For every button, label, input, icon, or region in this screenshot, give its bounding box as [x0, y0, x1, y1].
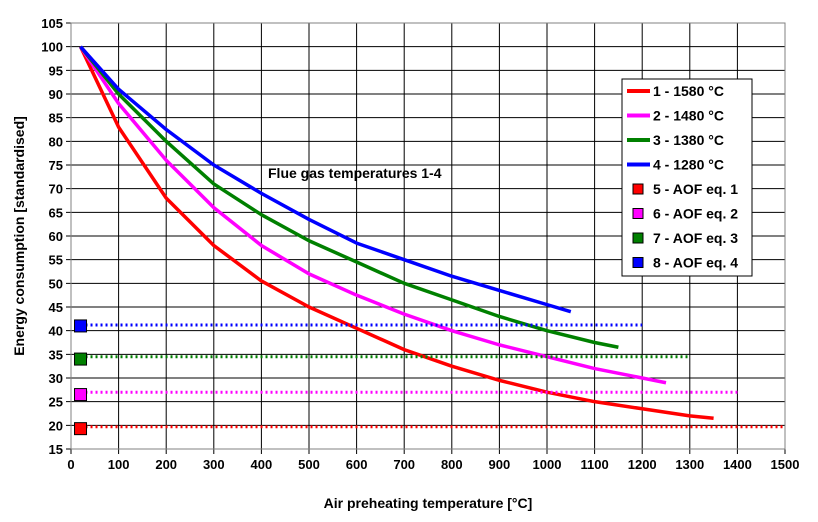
legend-label: 3 - 1380 °C — [653, 132, 724, 148]
legend-label: 4 - 1280 °C — [653, 157, 724, 173]
x-tick-label: 200 — [155, 457, 177, 472]
y-tick-label: 90 — [49, 87, 63, 102]
y-tick-label: 60 — [49, 229, 63, 244]
x-tick-label: 500 — [298, 457, 320, 472]
x-tick-label: 600 — [346, 457, 368, 472]
y-tick-label: 75 — [49, 158, 63, 173]
y-tick-label: 80 — [49, 134, 63, 149]
y-tick-label: 95 — [49, 63, 63, 78]
legend-marker-swatch — [632, 183, 644, 195]
y-tick-label: 70 — [49, 182, 63, 197]
aof-marker-5 — [74, 422, 88, 436]
legend: 1 - 1580 °C 2 - 1480 °C 3 - 1380 °C 4 - 128… — [621, 78, 753, 277]
x-axis-label: Air preheating temperature [°C] — [324, 495, 533, 511]
legend-label: 2 - 1480 °C — [653, 108, 724, 124]
legend-marker-swatch — [632, 257, 644, 268]
aof-marker-6 — [74, 388, 88, 402]
y-tick-label: 100 — [41, 40, 63, 55]
series — [74, 45, 785, 436]
y-tick-label: 85 — [49, 111, 63, 126]
y-tick-label: 15 — [49, 442, 63, 457]
x-tick-label: 1300 — [675, 457, 704, 472]
legend-label: 5 - AOF eq. 1 — [653, 181, 738, 197]
y-tick-label: 45 — [49, 300, 63, 315]
legend-label: 7 - AOF eq. 3 — [653, 230, 738, 246]
y-tick-label: 35 — [49, 347, 63, 362]
y-axis-label: Energy consumption [standardised] — [11, 116, 27, 356]
legend-label: 8 - AOF eq. 4 — [653, 255, 738, 271]
aof-marker-8 — [74, 319, 88, 333]
x-tick-label: 1200 — [628, 457, 657, 472]
legend-label: 1 - 1580 °C — [653, 83, 724, 99]
annotation: Flue gas temperatures 1-4 — [268, 165, 442, 181]
x-tick-label: 1500 — [771, 457, 800, 472]
y-tick-label: 50 — [49, 276, 63, 291]
x-tick-label: 0 — [67, 457, 74, 472]
legend-label: 6 - AOF eq. 2 — [653, 206, 738, 222]
x-tick-label: 400 — [251, 457, 273, 472]
x-tick-label: 100 — [108, 457, 130, 472]
series-line-1 — [78, 45, 714, 420]
x-tick-label: 1000 — [533, 457, 562, 472]
x-tick-label: 900 — [489, 457, 511, 472]
series-line-3 — [79, 45, 619, 349]
legend-marker-swatch — [632, 232, 644, 244]
series-line-2 — [79, 45, 667, 385]
legend-box — [621, 78, 753, 277]
x-tick-label: 300 — [203, 457, 225, 472]
x-tick-label: 700 — [393, 457, 415, 472]
y-tick-label: 30 — [49, 371, 63, 386]
y-tick-label: 55 — [49, 253, 63, 268]
y-tick-label: 20 — [49, 418, 63, 433]
x-tick-label: 1400 — [723, 457, 752, 472]
y-tick-label: 65 — [49, 205, 63, 220]
x-tick-label: 1100 — [580, 457, 608, 472]
y-tick-label: 40 — [49, 324, 63, 339]
x-tick-label: 800 — [441, 457, 463, 472]
y-tick-label: 25 — [49, 395, 63, 410]
legend-marker-swatch — [632, 208, 644, 219]
y-tick-label: 105 — [41, 16, 63, 31]
aof-marker-7 — [74, 352, 88, 366]
tick-labels: 0 100 200 300 400 500 600 700 800 900 1000 1100 1200… — [41, 16, 799, 472]
series-line-4 — [79, 45, 572, 314]
plot-border — [70, 22, 786, 450]
